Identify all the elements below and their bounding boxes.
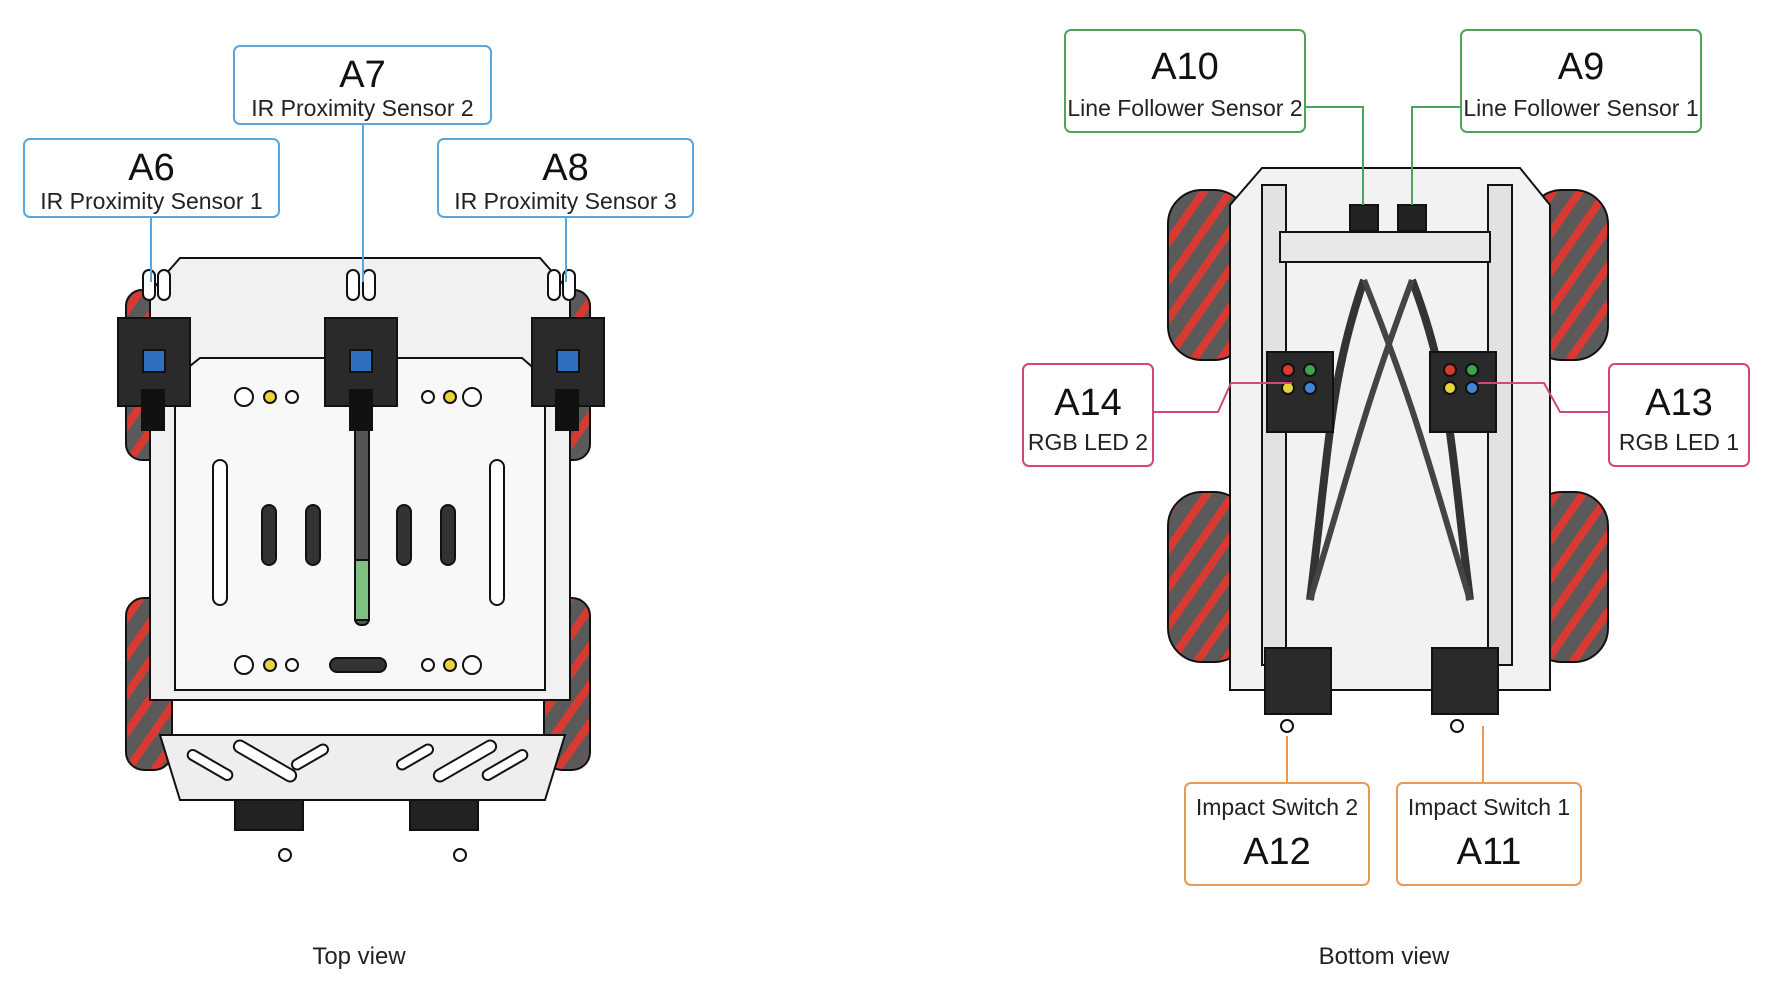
rgb-led-1 [1429, 351, 1497, 433]
label-a13-code: A13 [1645, 382, 1713, 424]
label-a7-name: IR Proximity Sensor 2 [251, 95, 474, 121]
connector-a9 [1411, 106, 1460, 205]
label-a12-code: A12 [1243, 831, 1311, 873]
bottom-view-caption: Bottom view [1318, 943, 1450, 970]
top-view-caption: Top view [312, 943, 406, 970]
rgb-led-2 [1266, 351, 1334, 433]
label-a6-code: A6 [128, 147, 175, 189]
label-a8-name: IR Proximity Sensor 3 [454, 188, 677, 214]
label-a10-code: A10 [1151, 46, 1219, 88]
label-a14-code: A14 [1054, 382, 1122, 424]
label-a14-name: RGB LED 2 [1027, 429, 1149, 455]
label-a10: A10 Line Follower Sensor 2 [1064, 29, 1306, 133]
label-a6-name: IR Proximity Sensor 1 [40, 188, 263, 214]
label-a14: A14 RGB LED 2 [1022, 363, 1154, 467]
label-a11-name: Impact Switch 1 [1407, 794, 1571, 820]
label-a11: Impact Switch 1 A11 [1396, 782, 1582, 886]
connector-a14 [1154, 382, 1292, 413]
label-a9-code: A9 [1557, 46, 1605, 88]
label-a13-name: RGB LED 1 [1618, 429, 1740, 455]
label-a12-name: Impact Switch 2 [1195, 794, 1359, 820]
label-a9: A9 Line Follower Sensor 1 [1460, 29, 1702, 133]
connector-a13 [1478, 382, 1608, 413]
label-a8: A8 IR Proximity Sensor 3 [437, 138, 694, 218]
label-a9-name: Line Follower Sensor 1 [1463, 95, 1699, 121]
label-a12: Impact Switch 2 A12 [1184, 782, 1370, 886]
bottom-chassis [1229, 167, 1551, 691]
label-a8-code: A8 [542, 147, 589, 189]
label-a7-code: A7 [339, 54, 386, 96]
ir-sensor-1 [117, 269, 191, 431]
label-a7: A7 IR Proximity Sensor 2 [233, 45, 492, 125]
label-a10-name: Line Follower Sensor 2 [1067, 95, 1303, 121]
label-a6: A6 IR Proximity Sensor 1 [23, 138, 280, 218]
bottom-view-robot [1167, 167, 1609, 733]
top-view-robot [117, 257, 605, 862]
ir-sensor-2 [324, 269, 398, 431]
connector-a10 [1306, 106, 1364, 205]
label-a13: A13 RGB LED 1 [1608, 363, 1750, 467]
label-a11-code: A11 [1456, 831, 1522, 873]
